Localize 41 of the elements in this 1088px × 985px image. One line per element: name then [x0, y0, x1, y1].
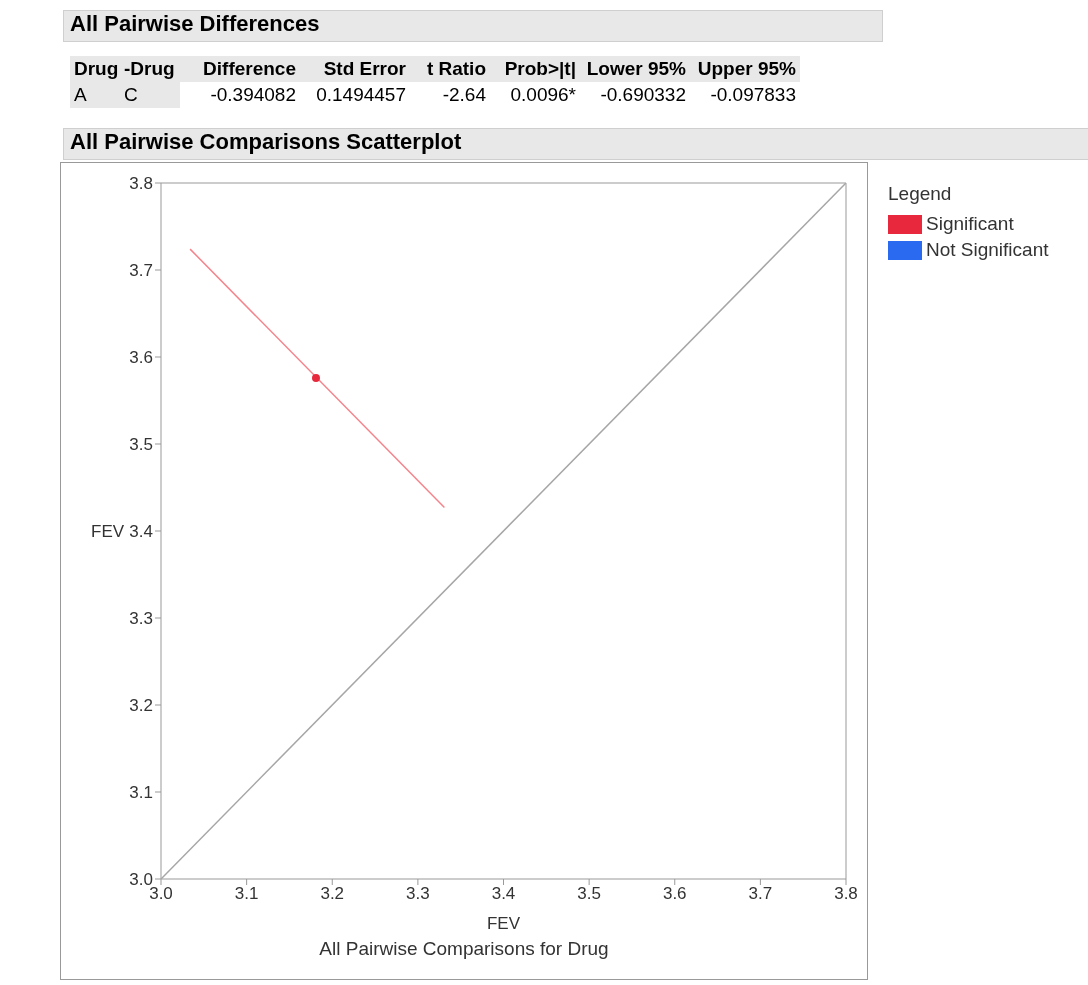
text: -Drug [120, 56, 180, 82]
text: -0.690332 [599, 83, 687, 107]
x-tick-label: 3.5 [577, 884, 601, 904]
text: All Pairwise Comparisons for Drug [318, 938, 610, 960]
text: Upper 95% [690, 56, 800, 82]
x-tick-label: 3.2 [320, 884, 345, 904]
text: 0.1494457 [315, 83, 407, 107]
legend-label: Not Significant [925, 238, 1049, 262]
y-tick-label: 3.2 [129, 696, 153, 716]
text: Std Error [300, 56, 410, 82]
y-tick-label: 3.1 [129, 783, 153, 803]
text: Lower 95% [580, 56, 690, 82]
x-tick-label: 3.7 [748, 884, 773, 904]
x-tick-label: 3.6 [662, 884, 687, 904]
x-tick-label: 3.8 [834, 884, 858, 904]
x-tick-label: 3.0 [149, 884, 173, 904]
text: All Pairwise Differences [63, 10, 883, 42]
text: Drug [70, 56, 120, 82]
text: Prob>|t| [490, 56, 580, 82]
y-tick-label: 3.8 [129, 174, 153, 194]
text: -2.64 [441, 83, 487, 107]
x-tick-label: 3.3 [406, 884, 430, 904]
y-tick-label: 3.7 [129, 261, 153, 281]
text: 0.0096* [509, 83, 577, 107]
legend-label: Significant [925, 212, 1015, 236]
text: -0.097833 [709, 83, 797, 107]
y-tick-label: 3.4 [129, 522, 153, 542]
chart-title: All Pairwise Comparisons Scatterplot [63, 128, 1088, 160]
text: A [70, 82, 120, 108]
x-tick-label: 3.4 [491, 884, 516, 904]
text: C [120, 82, 180, 108]
y-axis-title: FEV [91, 522, 125, 542]
legend-title: Legend [888, 183, 953, 205]
y-tick-label: 3.5 [129, 435, 153, 455]
text: Difference [180, 56, 300, 82]
text: t Ratio [410, 56, 490, 82]
y-tick-label: 3.6 [129, 348, 153, 368]
text: -0.394082 [209, 83, 297, 107]
y-tick-label: 3.3 [129, 609, 153, 629]
x-axis-title: FEV [486, 914, 521, 934]
x-tick-label: 3.1 [234, 884, 259, 904]
